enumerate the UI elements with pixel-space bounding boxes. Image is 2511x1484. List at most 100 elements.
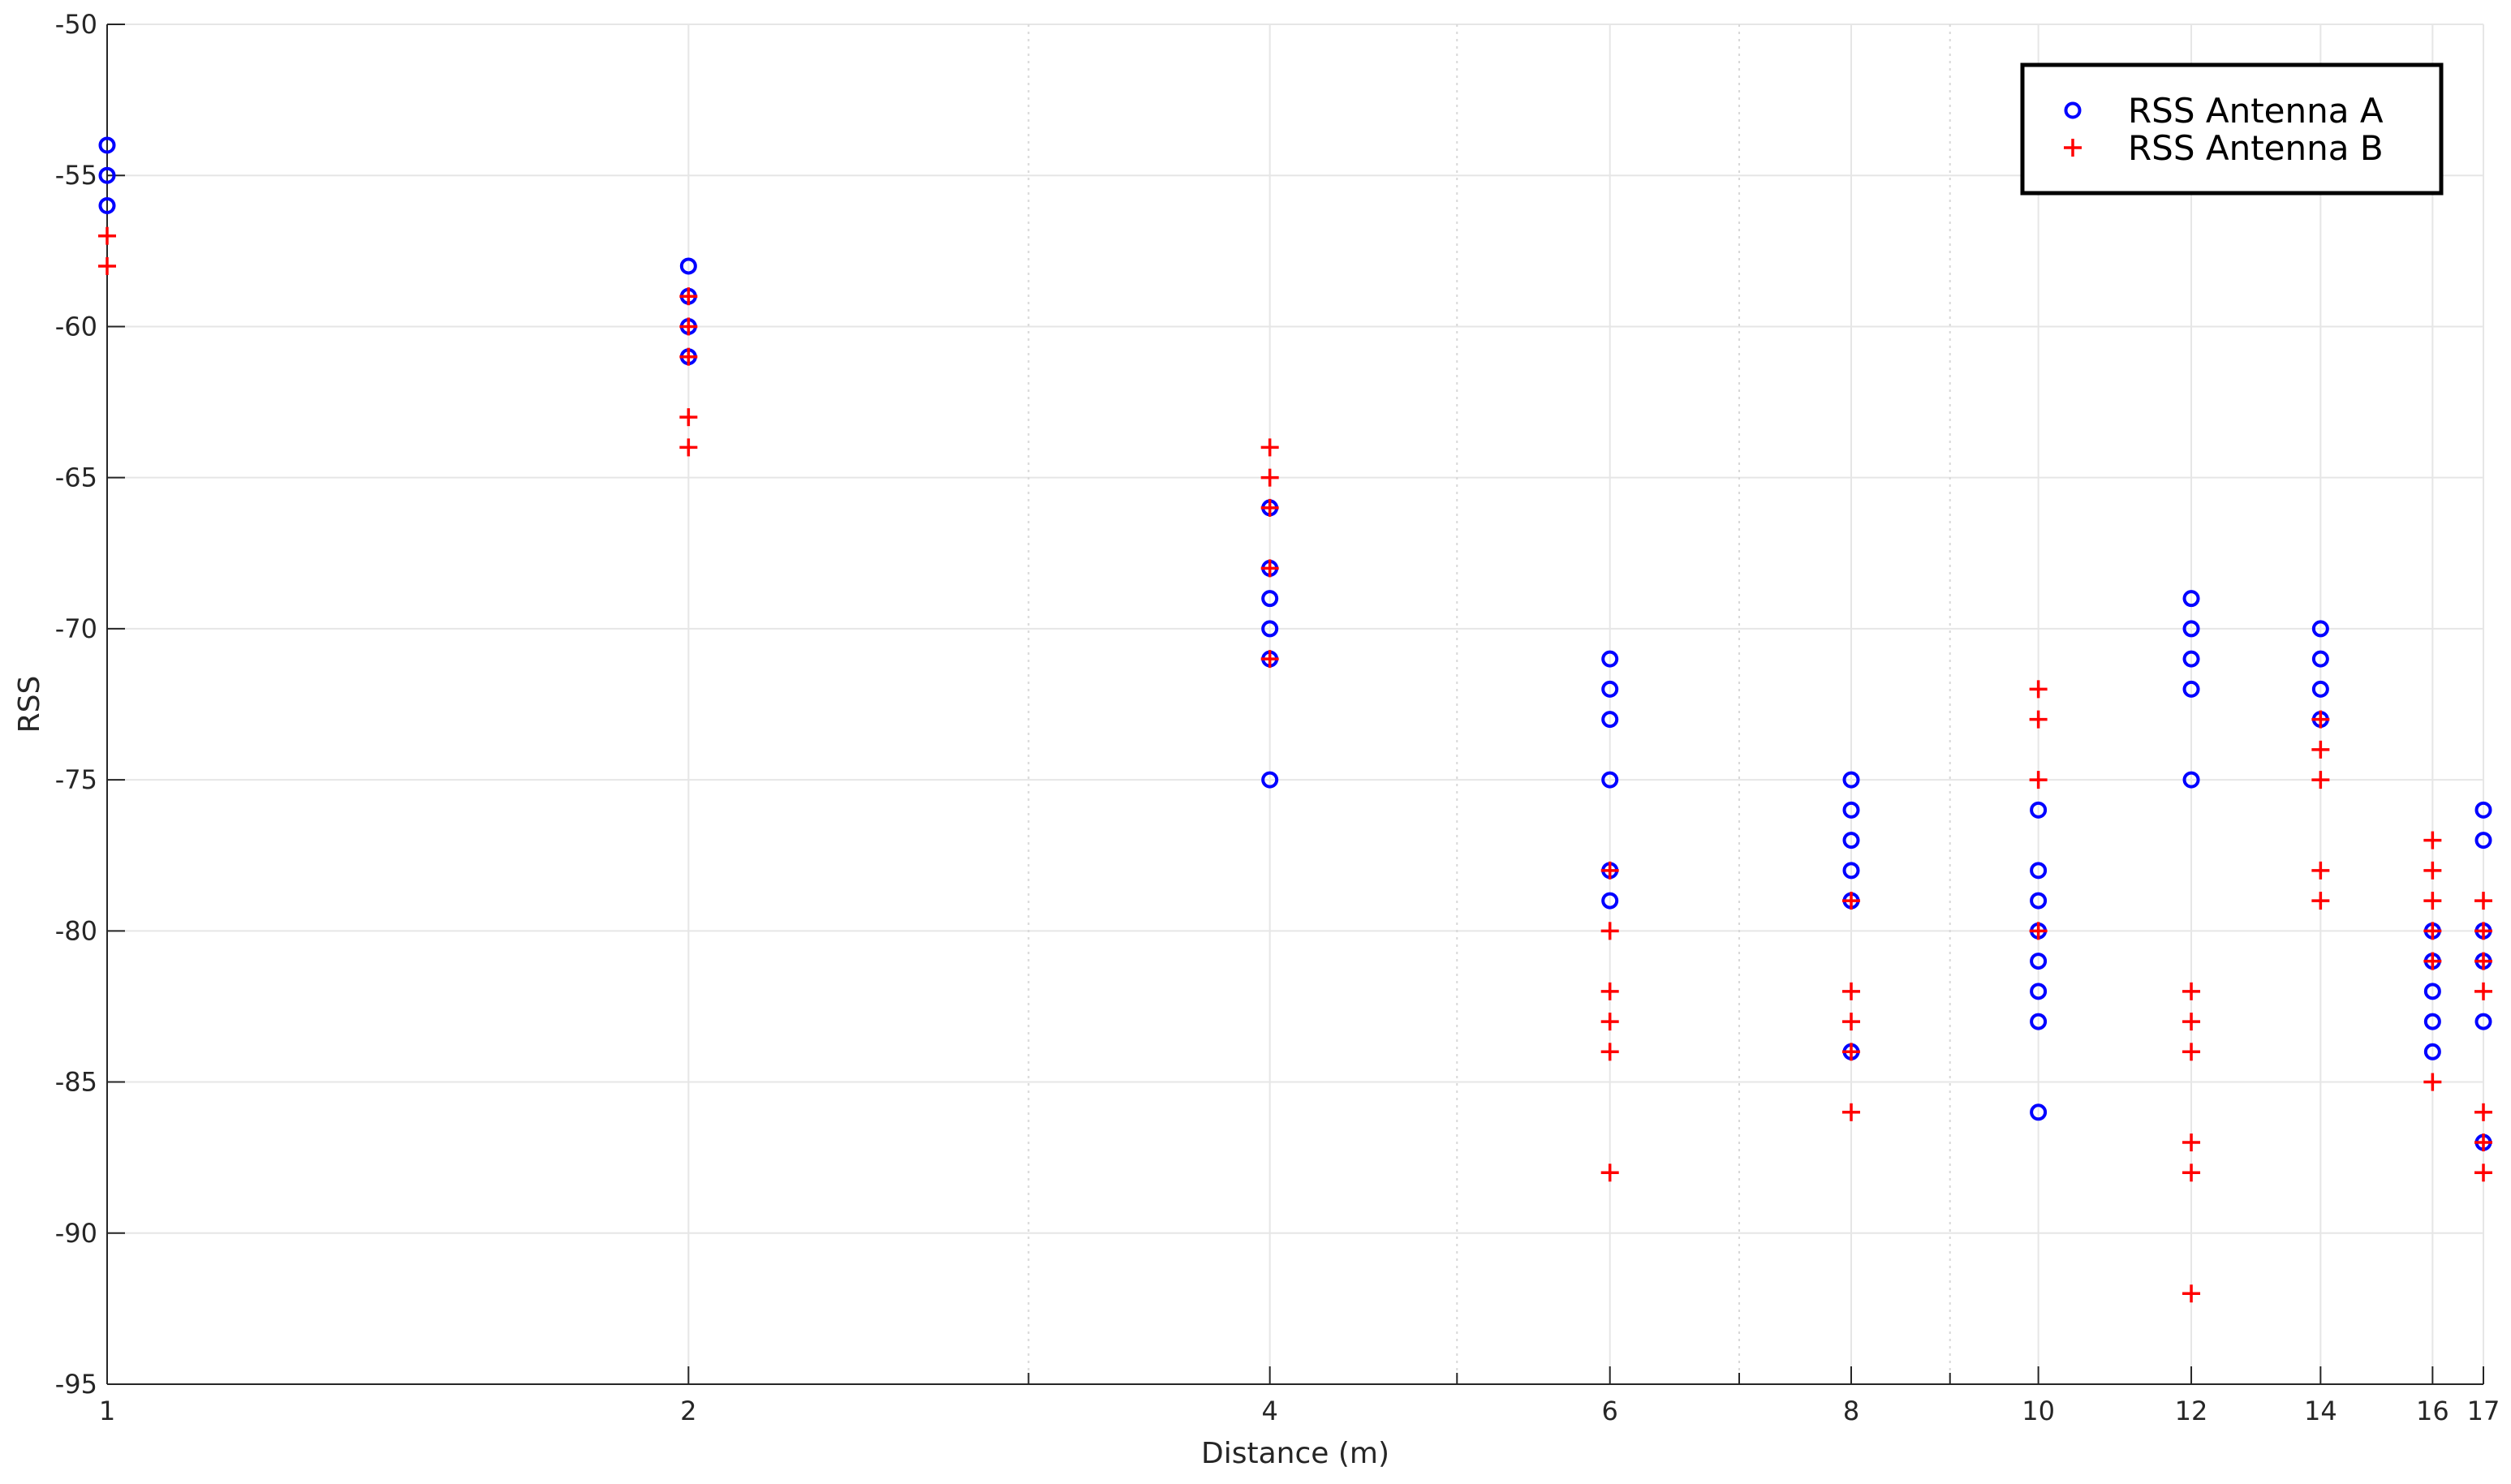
data-point <box>1842 1103 1861 1121</box>
data-point <box>1842 892 1861 910</box>
data-point <box>1842 1013 1861 1031</box>
y-tick-label: -55 <box>55 160 97 191</box>
data-point <box>679 287 698 306</box>
data-point <box>98 166 116 184</box>
data-point <box>2182 1164 2201 1182</box>
data-point <box>1842 982 1861 1000</box>
y-tick-label: -60 <box>55 311 97 342</box>
y-tick-label: -65 <box>55 462 97 493</box>
data-point <box>2182 1133 2201 1152</box>
data-point <box>2311 620 2329 638</box>
y-axis-label: RSS <box>13 676 46 733</box>
legend-marker <box>2064 139 2082 157</box>
data-point <box>1261 620 1279 638</box>
data-point <box>2311 771 2330 789</box>
data-point <box>679 347 698 366</box>
data-point <box>1842 801 1860 819</box>
data-point <box>2474 982 2492 1000</box>
data-point <box>2474 952 2492 970</box>
data-point <box>2311 861 2330 880</box>
x-tick-label: 4 <box>1261 1396 1277 1426</box>
data-point <box>1601 771 1619 789</box>
legend-box <box>2020 62 2444 196</box>
data-point <box>1601 650 1619 668</box>
data-point <box>1600 861 1619 880</box>
x-tick-label: 10 <box>2022 1396 2055 1426</box>
data-point <box>2423 1013 2441 1030</box>
data-point <box>2029 680 2048 699</box>
legend-label: RSS Antenna B <box>2128 128 2384 168</box>
data-point <box>2029 710 2048 729</box>
data-point <box>2029 771 2048 789</box>
data-point <box>2474 892 2492 910</box>
data-point <box>1261 590 1279 608</box>
data-point <box>1260 650 1279 669</box>
data-point <box>1600 1013 1619 1031</box>
x-tick-label: 12 <box>2175 1396 2208 1426</box>
data-point <box>2423 831 2442 850</box>
data-point <box>98 256 116 275</box>
series-antenna-a <box>98 136 2492 1151</box>
data-point <box>2311 680 2329 698</box>
data-point <box>2423 922 2442 940</box>
data-point <box>1842 771 1860 789</box>
data-point <box>2423 1073 2442 1091</box>
data-point <box>1600 982 1619 1000</box>
data-point <box>2030 862 2048 880</box>
data-point <box>2182 650 2200 668</box>
data-point <box>1601 711 1619 729</box>
data-point <box>1600 1043 1619 1061</box>
y-tick-label: -75 <box>55 764 97 795</box>
data-point <box>679 438 698 457</box>
data-point <box>2474 801 2492 819</box>
data-points <box>98 136 2492 1303</box>
data-point <box>2030 1103 2048 1121</box>
data-point <box>2311 650 2329 668</box>
data-point <box>2182 1284 2201 1303</box>
data-point <box>98 196 116 214</box>
y-tick-label: -95 <box>55 1369 97 1400</box>
data-point <box>2182 590 2200 608</box>
legend-label: RSS Antenna A <box>2128 91 2384 131</box>
data-point <box>2474 1133 2492 1152</box>
data-point <box>2030 1013 2048 1030</box>
data-point <box>1260 438 1279 457</box>
x-axis-label: Distance (m) <box>1201 1437 1389 1470</box>
y-tick-label: -50 <box>55 9 97 40</box>
data-point <box>2423 861 2442 880</box>
data-point <box>679 257 697 275</box>
data-point <box>2474 1103 2492 1121</box>
y-tick-label: -80 <box>55 915 97 946</box>
x-tick-label: 8 <box>1843 1396 1859 1426</box>
data-point <box>2182 680 2200 698</box>
data-point <box>1842 832 1860 850</box>
x-tick-label: 2 <box>680 1396 696 1426</box>
data-point <box>2423 892 2442 910</box>
axes: -50-55-60-65-70-75-80-85-90-951 2 4 6 8 10 12 1… <box>55 9 2500 1426</box>
data-point <box>2311 710 2330 729</box>
data-point <box>2182 771 2200 789</box>
data-point <box>2030 983 2048 1000</box>
x-tick-label: 1 <box>99 1396 115 1426</box>
data-point <box>679 317 698 336</box>
data-point <box>1260 559 1279 578</box>
data-point <box>1261 771 1279 789</box>
data-point <box>1600 1164 1619 1182</box>
data-point <box>1842 862 1860 880</box>
data-point <box>1260 498 1279 517</box>
data-point <box>1600 922 1619 940</box>
data-point <box>2474 1164 2492 1182</box>
data-point <box>2474 922 2492 940</box>
data-point <box>2182 1043 2201 1061</box>
data-point <box>2182 1013 2201 1031</box>
data-point <box>98 226 116 245</box>
data-point <box>1601 680 1619 698</box>
series-antenna-b <box>98 226 2492 1303</box>
data-point <box>2030 953 2048 970</box>
data-point <box>2182 982 2201 1000</box>
data-point <box>2474 1013 2492 1030</box>
data-point <box>2423 983 2441 1000</box>
grid <box>106 24 2484 1385</box>
legend-marker <box>2064 101 2082 119</box>
